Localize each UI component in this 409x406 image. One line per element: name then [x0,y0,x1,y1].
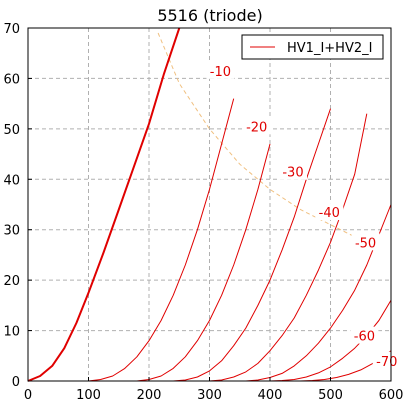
curve-label-bg [351,233,380,251]
curve-label: -30 [282,166,303,181]
curve-label: -10 [210,65,231,80]
plate-curve--20 [136,143,271,382]
curve-label-bg [206,61,235,79]
plate-curve--10 [88,98,235,382]
curve-label-bg [242,117,271,135]
curve-label: -20 [246,120,267,135]
curve-label-bg [315,203,344,221]
chart-title: 5516 (triode) [157,6,262,25]
y-tick-label: 20 [3,274,20,289]
legend-box [241,34,384,60]
curve-label: -40 [319,206,340,221]
curve-label: -50 [355,236,376,251]
curve-label: -70 [376,355,397,370]
x-tick-label: 600 [379,388,404,403]
curve-labels-layer: -10 -20 -30 -40 -50 -60-70 [206,61,401,370]
plate-curve--30 [173,108,331,382]
plate-curve-0V [27,27,181,382]
load-line-layer [157,32,368,246]
curve-label-bg [350,326,379,344]
y-tick-label: 60 [3,72,20,87]
y-tick-label: 50 [3,123,20,138]
x-tick-label: 100 [76,388,101,403]
y-tick-label: 0 [12,375,20,390]
x-tick-label: 500 [318,388,343,403]
tick-labels: 0 100 200 300 400 500 600 0 10 20 30 40 50 60 70 [3,22,403,403]
legend-label: HV1_I+HV2_I [287,41,372,56]
curve-label-bg [278,162,307,180]
y-tick-label: 40 [3,173,20,188]
plate-curve--50 [245,204,392,382]
curve-label-bg [372,351,401,369]
y-tick-label: 70 [3,22,20,37]
y-tick-label: 30 [3,224,20,239]
x-tick-label: 400 [258,388,283,403]
y-tick-label: 10 [3,325,20,340]
load-line [157,32,368,246]
curve-label: -60 [354,330,375,345]
x-tick-label: 200 [137,388,162,403]
legend: HV1_I+HV2_I [241,34,384,60]
x-tick-label: 0 [24,388,32,403]
x-tick-label: 300 [197,388,222,403]
plate-curve--40 [209,113,368,382]
